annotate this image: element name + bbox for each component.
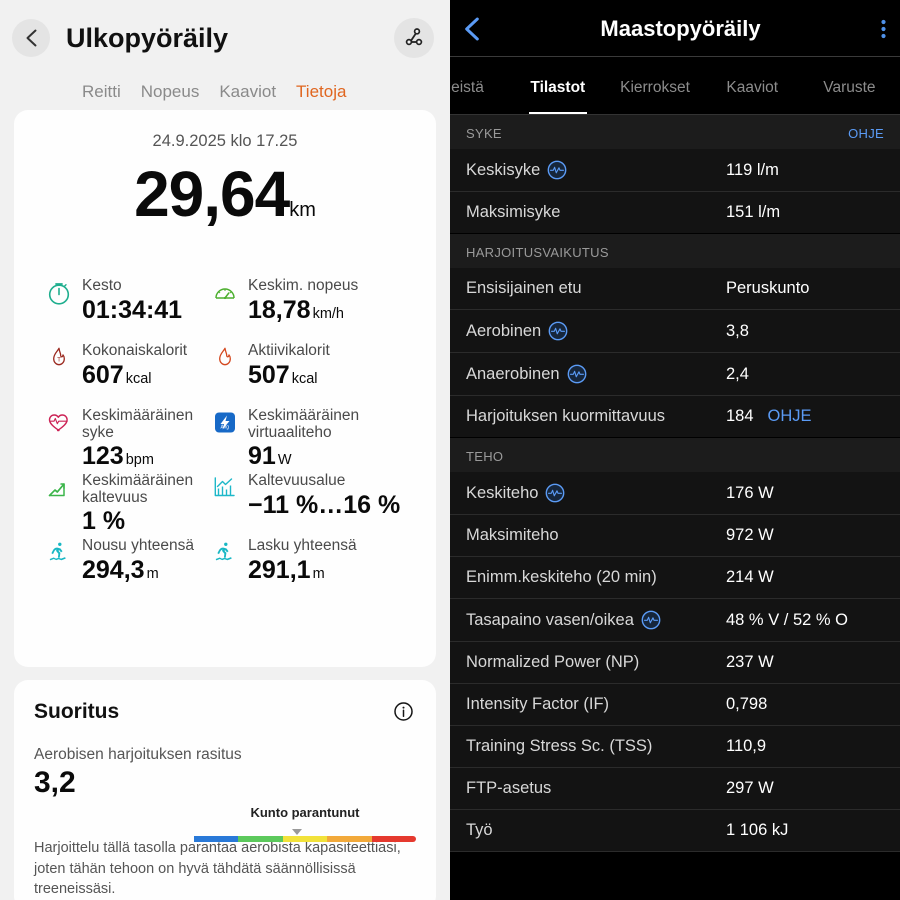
svg-text:T: T [57,356,61,363]
svg-text:Avg: Avg [221,425,230,431]
